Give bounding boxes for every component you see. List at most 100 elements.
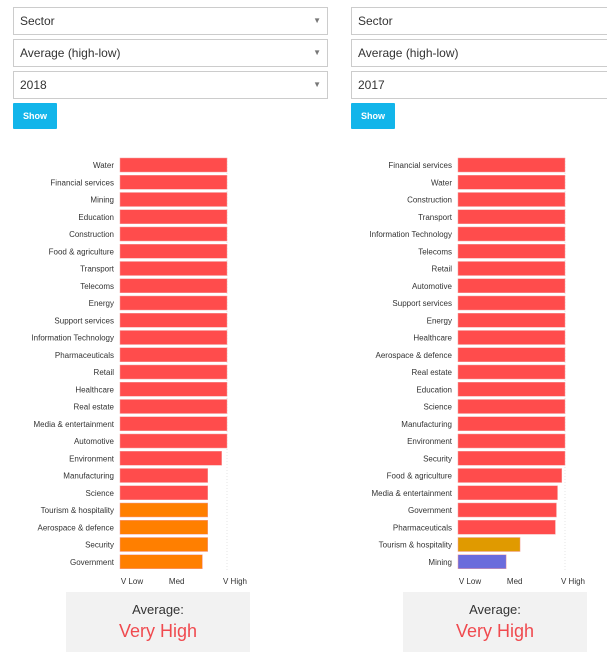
bar: [119, 451, 222, 466]
average-value: Very High: [118, 621, 198, 641]
sort-select-value: Average (high-low): [358, 46, 459, 60]
category-label: Real estate: [412, 368, 453, 377]
category-label: Retail: [432, 265, 453, 274]
bar: [119, 278, 228, 293]
category-label: Support services: [392, 299, 452, 308]
average-box: Average: Very High: [66, 592, 250, 652]
category-label: Financial services: [388, 161, 452, 170]
category-label: Tourism & hospitality: [41, 506, 114, 515]
bar: [457, 364, 566, 380]
bar: [119, 261, 228, 276]
bar: [457, 244, 566, 259]
category-label: Telecoms: [80, 282, 114, 291]
average-box: Average: Very High: [403, 592, 587, 652]
category-label: Water: [93, 161, 114, 170]
sort-select-value: Average (high-low): [20, 46, 121, 60]
category-label: Construction: [69, 230, 114, 239]
bar: [457, 451, 566, 466]
category-select-value: Sector: [20, 14, 55, 28]
average-label: Average:: [469, 602, 521, 617]
bar: [119, 175, 228, 190]
x-tick-label: Med: [169, 577, 185, 586]
category-label: Real estate: [74, 403, 115, 412]
bar: [457, 347, 566, 362]
category-label: Media & entertainment: [372, 489, 453, 498]
bar: [119, 295, 228, 311]
category-label: Security: [85, 541, 114, 550]
average-value: Very High: [455, 621, 535, 641]
bar: [457, 399, 566, 414]
bar: [457, 295, 566, 311]
chevron-down-icon: ▼: [313, 16, 321, 25]
bar: [119, 157, 228, 173]
category-label: Environment: [407, 437, 453, 446]
bar: [119, 347, 228, 362]
bar: [119, 313, 228, 328]
x-tick-label: V Low: [121, 577, 143, 586]
bar: [119, 520, 208, 535]
year-select[interactable]: 2018 ▼: [13, 71, 328, 99]
category-label: Energy: [427, 316, 452, 325]
bar-chart-2018: Water Financial services Mining Education Co…: [31, 157, 247, 586]
category-select[interactable]: Sector: [351, 7, 607, 35]
bar: [457, 209, 566, 224]
bar: [457, 468, 563, 483]
category-label: Government: [70, 558, 115, 567]
category-label: Transport: [80, 265, 115, 274]
category-label: Manufacturing: [401, 420, 452, 429]
bar: [457, 175, 566, 190]
category-label: Energy: [89, 299, 114, 308]
chevron-down-icon: ▼: [313, 80, 321, 89]
chevron-down-icon: ▼: [313, 48, 321, 57]
bar: [119, 244, 228, 259]
category-label: Pharmaceuticals: [55, 351, 114, 360]
bar: [457, 261, 566, 276]
show-button[interactable]: Show: [351, 103, 395, 129]
category-label: Financial services: [50, 178, 114, 187]
bar: [119, 399, 228, 414]
category-label: Automotive: [412, 282, 453, 291]
bar: [119, 416, 228, 431]
category-label: Healthcare: [75, 385, 114, 394]
sort-select[interactable]: Average (high-low) ▼: [13, 39, 328, 67]
category-label: Construction: [407, 196, 452, 205]
category-select[interactable]: Sector ▼: [13, 7, 328, 35]
bar: [457, 537, 521, 552]
category-label: Security: [423, 454, 452, 463]
category-label: Pharmaceuticals: [393, 523, 452, 532]
bar: [457, 382, 566, 397]
x-tick-label: V High: [223, 577, 247, 586]
category-label: Mining: [90, 196, 114, 205]
category-label: Information Technology: [369, 230, 452, 239]
bar: [119, 502, 208, 518]
category-label: Retail: [94, 368, 115, 377]
bar: [457, 313, 566, 328]
category-label: Government: [408, 506, 453, 515]
year-select[interactable]: 2017: [351, 71, 607, 99]
category-label: Education: [416, 385, 452, 394]
category-label: Education: [78, 213, 114, 222]
x-tick-label: Med: [507, 577, 523, 586]
bar: [119, 209, 228, 224]
category-select-value: Sector: [358, 14, 393, 28]
x-tick-label: V High: [561, 577, 585, 586]
bar: [457, 278, 566, 293]
category-label: Aerospace & defence: [38, 523, 115, 532]
bar: [119, 554, 203, 569]
bar: [457, 416, 566, 431]
category-label: Automotive: [74, 437, 115, 446]
bar: [119, 226, 228, 242]
category-label: Information Technology: [31, 334, 114, 343]
bar: [119, 468, 208, 483]
category-label: Environment: [69, 454, 115, 463]
bar: [119, 485, 208, 500]
bar: [457, 192, 566, 207]
category-label: Science: [424, 403, 453, 412]
bar: [457, 520, 556, 535]
show-button[interactable]: Show: [13, 103, 57, 129]
year-select-value: 2017: [358, 78, 385, 92]
sort-select[interactable]: Average (high-low): [351, 39, 607, 67]
bar: [457, 157, 566, 173]
bar: [119, 364, 228, 380]
category-label: Water: [431, 178, 452, 187]
